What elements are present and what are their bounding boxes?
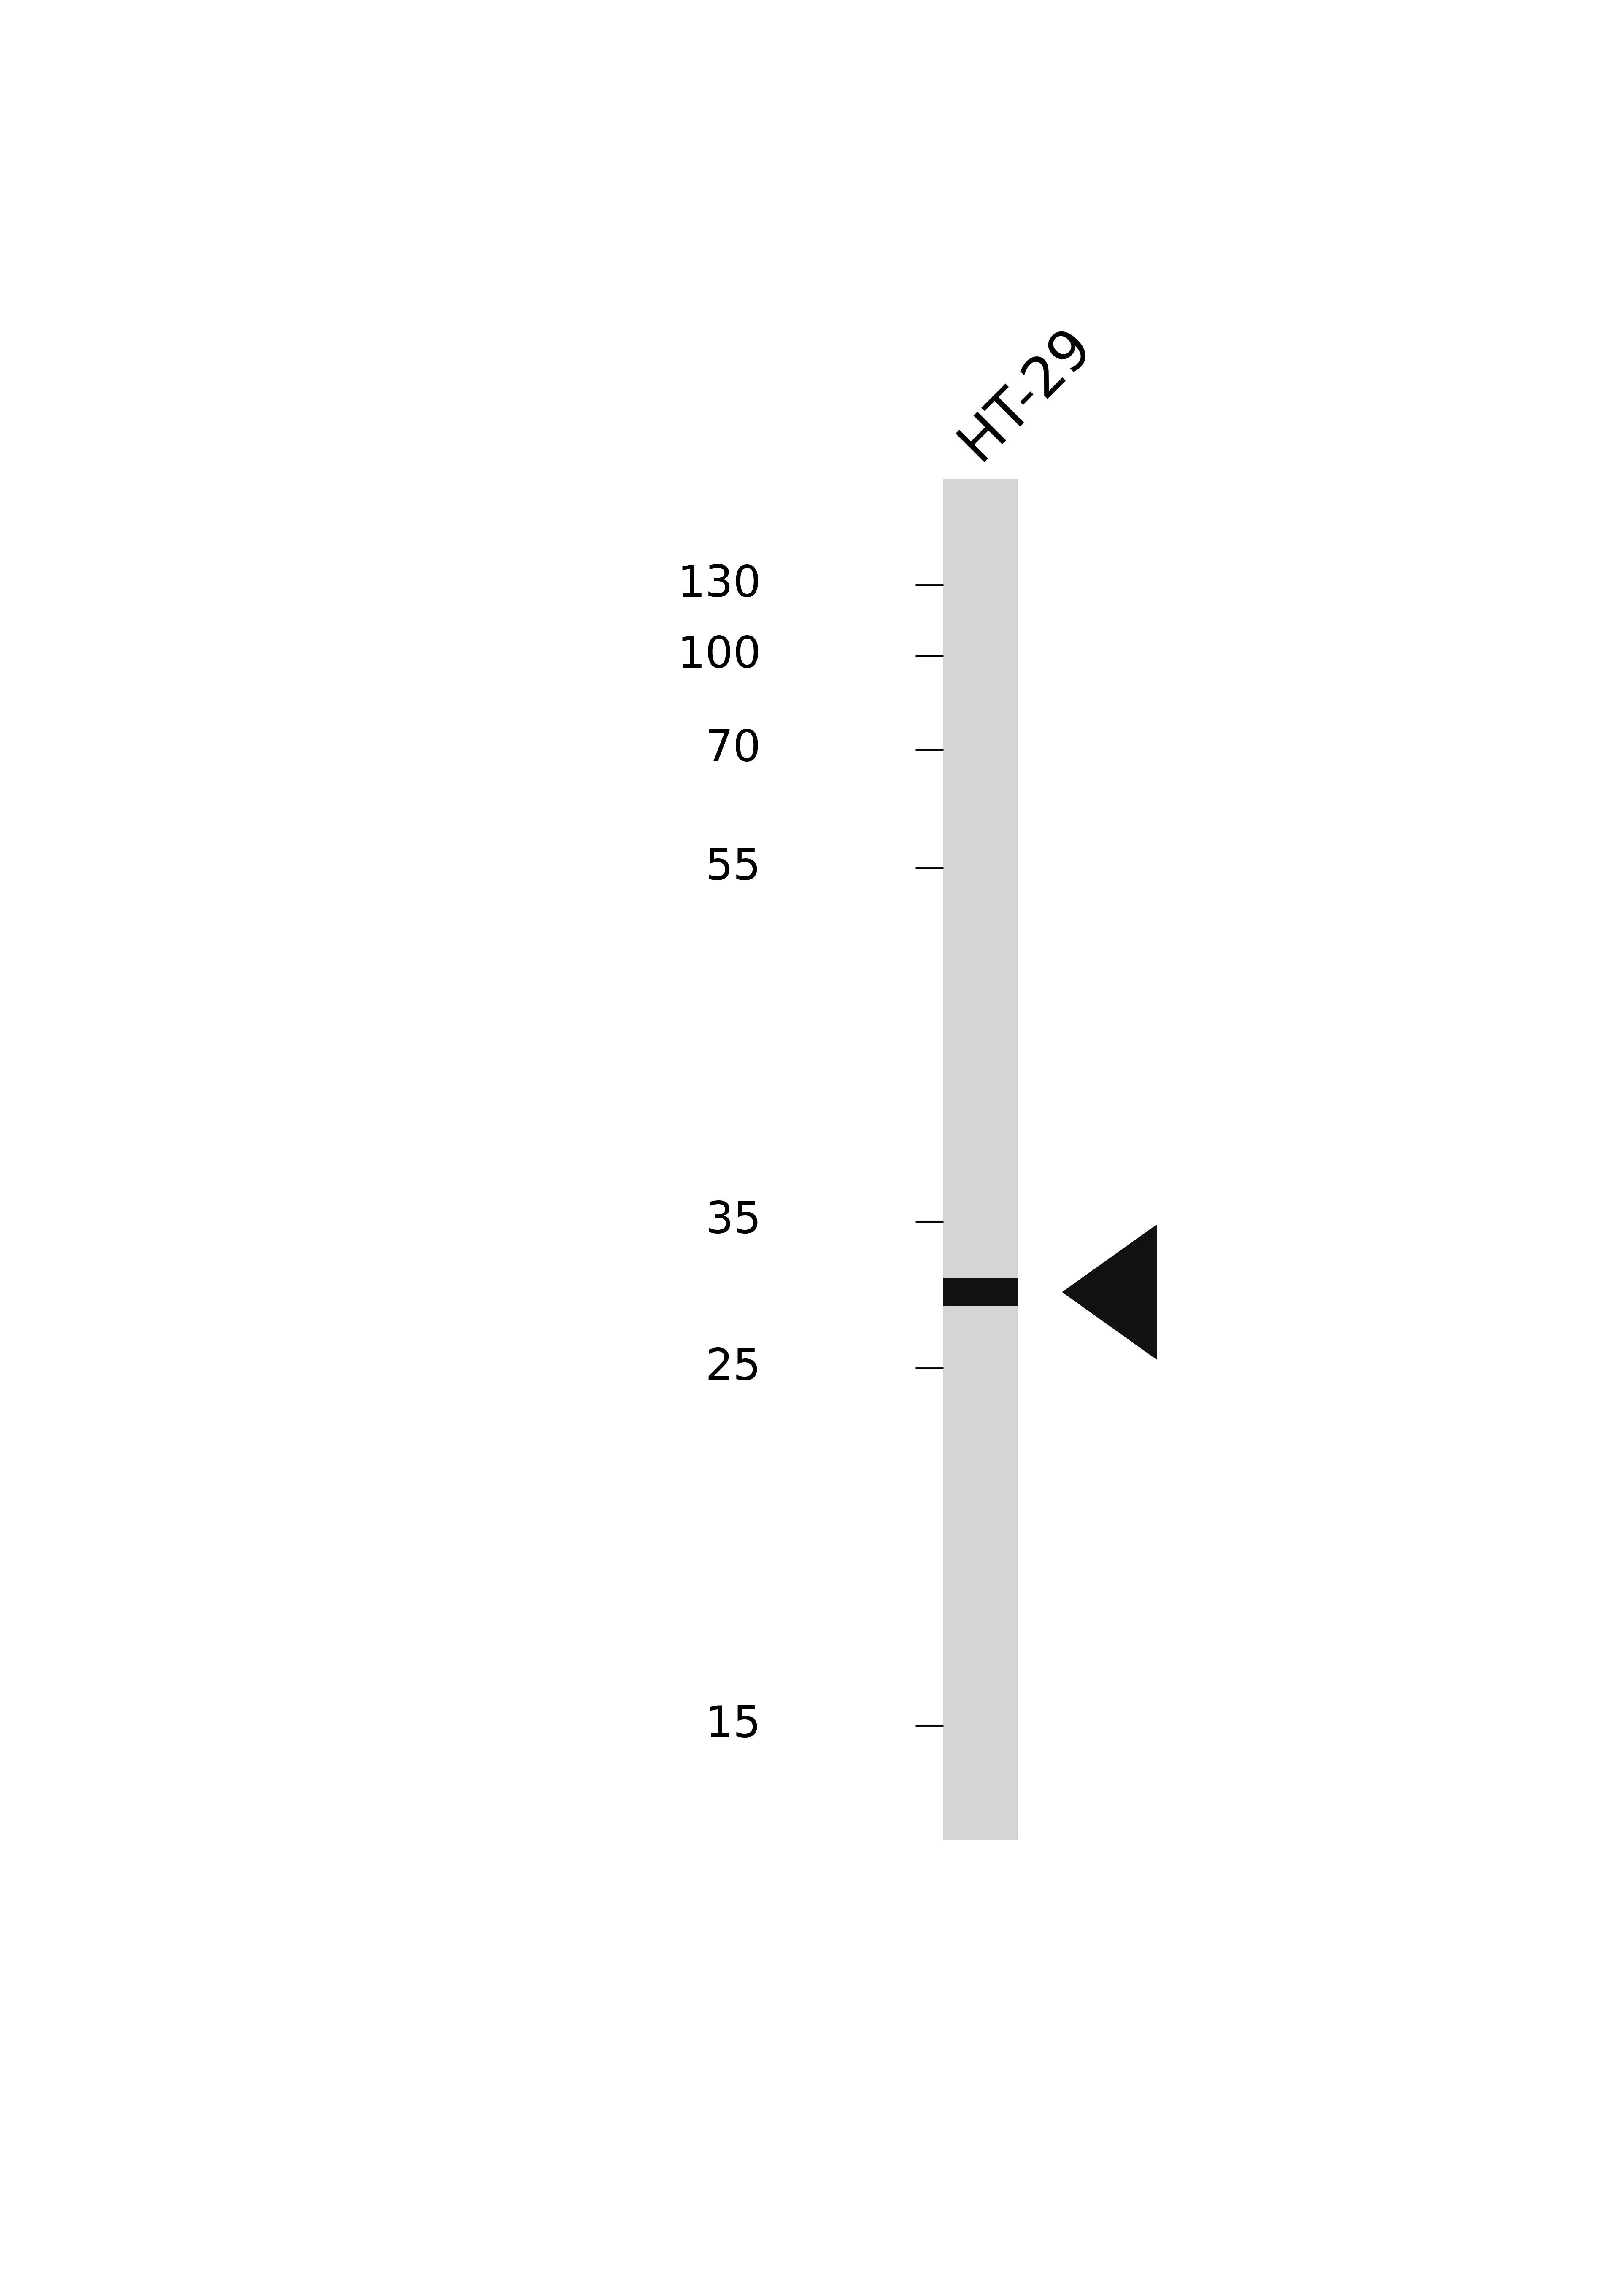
Text: HT-29: HT-29 [949, 317, 1102, 471]
Text: 25: 25 [705, 1348, 761, 1389]
Text: 15: 15 [705, 1704, 761, 1747]
Text: 100: 100 [677, 634, 761, 677]
Polygon shape [1063, 1224, 1157, 1359]
Text: 70: 70 [705, 728, 761, 771]
Bar [943, 480, 1019, 1839]
Text: 55: 55 [705, 847, 761, 889]
Text: 35: 35 [705, 1201, 761, 1242]
Text: 130: 130 [677, 563, 761, 606]
Bar [943, 1279, 1019, 1306]
